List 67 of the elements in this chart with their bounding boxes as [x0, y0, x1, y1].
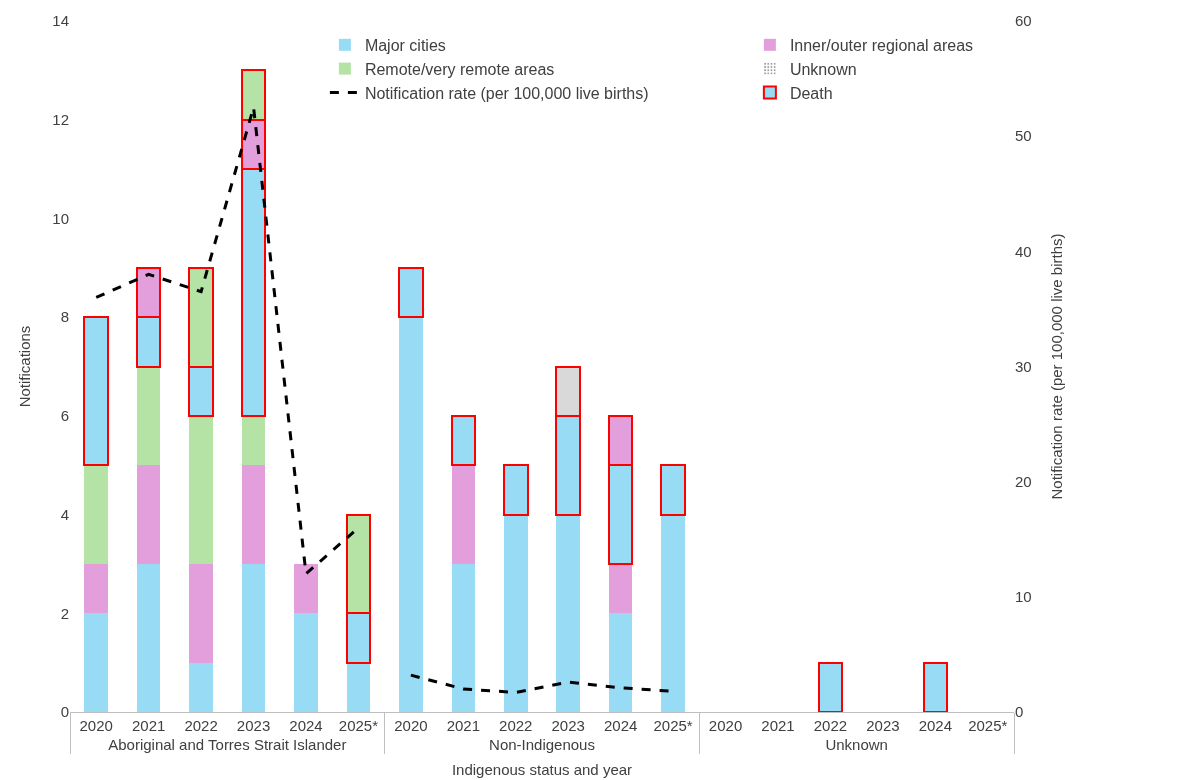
x-tick-label: 2022: [184, 717, 218, 734]
y-axis-title: Notifications: [16, 325, 33, 408]
y-tick-label: 10: [52, 209, 69, 227]
y2-tick-label: 20: [1015, 472, 1032, 490]
y-tick-label: 14: [52, 12, 69, 30]
x-tick-label: 2020: [394, 717, 428, 734]
y2-tick-label: 30: [1015, 357, 1032, 375]
bar: [450, 414, 477, 467]
x-tick-label: 2025*: [968, 717, 1008, 734]
y2-tick-label: 60: [1015, 12, 1032, 30]
legend-label: Unknown: [789, 60, 857, 78]
x-axis-title: Indigenous status and year: [451, 761, 633, 778]
x-tick-label: 2021: [761, 717, 795, 734]
bar: [136, 366, 161, 466]
x-tick-label: 2021: [446, 717, 481, 734]
bar: [189, 415, 213, 564]
legend-label: Major cities: [364, 37, 446, 55]
x-tick-label: 2025*: [338, 717, 379, 734]
legend-label: Notification rate (per 100,000 live births): [364, 84, 649, 102]
bar: [84, 465, 109, 564]
x-tick-label: 2024: [603, 717, 638, 734]
x-tick-label: 2022: [813, 717, 848, 734]
y2-tick-label: 50: [1015, 127, 1032, 145]
bar: [136, 465, 161, 564]
x-tick-label: 2023: [866, 717, 900, 734]
y-tick-label: 0: [60, 703, 69, 721]
bar: [294, 613, 318, 712]
x-tick-label: 2024: [918, 717, 953, 734]
x-tick-label: 2025*: [653, 717, 693, 734]
y2-tick-label: 10: [1015, 588, 1032, 606]
y2-tick-label: 40: [1015, 242, 1032, 260]
bar: [136, 563, 161, 712]
bar: [189, 662, 213, 712]
legend-label: Death: [789, 84, 833, 102]
x-tick-label: 2024: [289, 717, 323, 734]
legend-label: Inner/outer regional areas: [789, 37, 974, 55]
x-tick-label: 2021: [131, 717, 166, 734]
bar: [83, 316, 110, 467]
bar: [451, 465, 476, 564]
bar: [817, 661, 844, 712]
x-tick-label: 2022: [499, 717, 533, 734]
y-tick-label: 6: [60, 407, 69, 425]
y-tick-label: 2: [60, 604, 69, 622]
bar: [608, 613, 633, 712]
x-tick-label: 2023: [236, 717, 271, 734]
x-tick-label: 2020: [79, 717, 113, 734]
text: Non-Indigenous: [489, 736, 595, 753]
legend-label: Remote/very remote areas: [364, 60, 555, 78]
text: Unknown: [825, 736, 888, 753]
x-tick-label: 2023: [551, 717, 585, 734]
bar: [608, 563, 633, 614]
text: Aboriginal and Torres Strait Islander: [108, 736, 347, 753]
y2-axis-title: Notification rate (per 100,000 live births): [1047, 233, 1065, 500]
y-tick-label: 12: [52, 110, 69, 128]
bar: [451, 563, 476, 712]
bar: [84, 613, 109, 712]
bar: [922, 661, 949, 712]
bar: [294, 563, 318, 614]
bar: [241, 415, 266, 466]
y-tick-label: 4: [60, 505, 69, 523]
y-tick-label: 8: [60, 308, 69, 326]
bar: [84, 563, 109, 614]
bar: [241, 563, 266, 712]
bar: [241, 465, 266, 564]
bar: [189, 563, 213, 663]
x-tick-label: 2020: [708, 717, 743, 734]
y2-tick-label: 0: [1015, 703, 1024, 721]
